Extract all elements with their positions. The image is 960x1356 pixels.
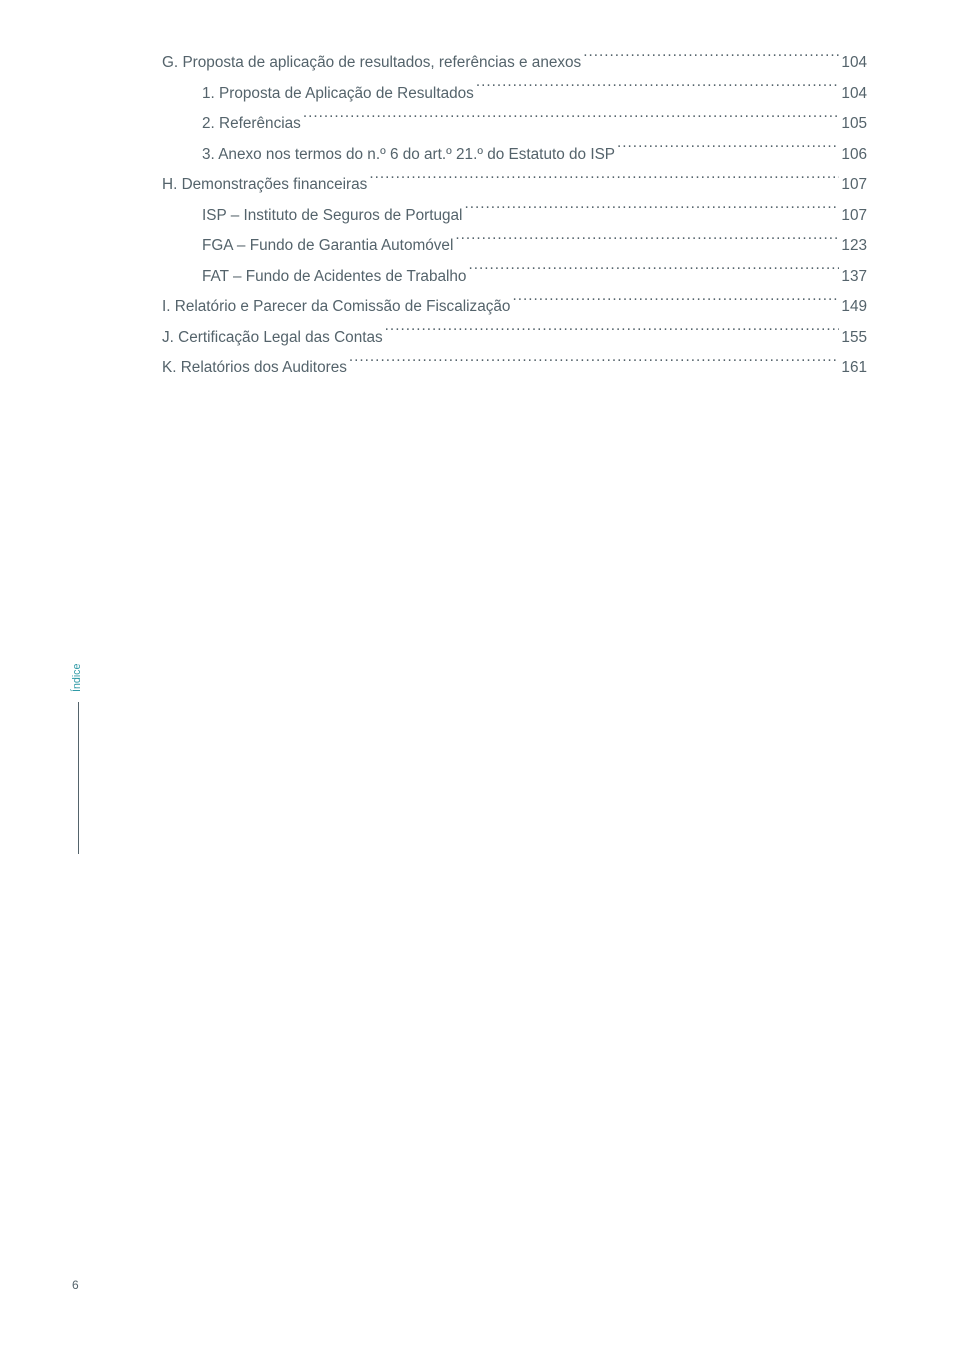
toc-leader	[476, 82, 840, 97]
toc-leader	[385, 326, 840, 341]
table-of-contents: G. Proposta de aplicação de resultados, …	[162, 48, 867, 384]
toc-entry-label: 2. Referências	[202, 109, 301, 140]
toc-entry-label: 3. Anexo nos termos do n.º 6 do art.º 21…	[202, 140, 615, 171]
toc-entry-page: 105	[841, 109, 867, 140]
toc-entry: K. Relatórios dos Auditores 161	[162, 353, 867, 384]
toc-leader	[617, 143, 839, 158]
toc-leader	[349, 357, 840, 372]
toc-entry-page: 107	[841, 201, 867, 232]
toc-leader	[464, 204, 839, 219]
toc-entry: I. Relatório e Parecer da Comissão de Fi…	[162, 292, 867, 323]
toc-entry-page: 107	[841, 170, 867, 201]
toc-entry-label: 1. Proposta de Aplicação de Resultados	[202, 79, 474, 110]
page-number-text: 6	[72, 1278, 79, 1292]
toc-entry-label: FGA – Fundo de Garantia Automóvel	[202, 231, 453, 262]
toc-entry: H. Demonstrações financeiras 107	[162, 170, 867, 201]
toc-entry-page: 137	[841, 262, 867, 293]
sidebar-section-label-text: Índice	[71, 664, 83, 692]
toc-entry: 1. Proposta de Aplicação de Resultados 10…	[162, 79, 867, 110]
toc-entry-label: ISP – Instituto de Seguros de Portugal	[202, 201, 462, 232]
toc-entry-label: H. Demonstrações financeiras	[162, 170, 367, 201]
toc-entry-label: K. Relatórios dos Auditores	[162, 353, 347, 384]
toc-entry-page: 106	[841, 140, 867, 171]
toc-leader	[512, 296, 839, 311]
toc-entry-page: 161	[841, 353, 867, 384]
toc-entry-page: 104	[841, 79, 867, 110]
toc-leader	[583, 52, 839, 67]
page-number: 6	[72, 1278, 79, 1292]
toc-entry: 2. Referências 105	[162, 109, 867, 140]
toc-entry-page: 155	[841, 323, 867, 354]
toc-entry: FAT – Fundo de Acidentes de Trabalho 137	[162, 262, 867, 293]
toc-entry-label: I. Relatório e Parecer da Comissão de Fi…	[162, 292, 510, 323]
toc-entry: G. Proposta de aplicação de resultados, …	[162, 48, 867, 79]
toc-entry-page: 104	[841, 48, 867, 79]
toc-entry: ISP – Instituto de Seguros de Portugal 10…	[162, 201, 867, 232]
toc-entry: FGA – Fundo de Garantia Automóvel 123	[162, 231, 867, 262]
toc-entry-label: G. Proposta de aplicação de resultados, …	[162, 48, 581, 79]
toc-entry: J. Certificação Legal das Contas 155	[162, 323, 867, 354]
page: G. Proposta de aplicação de resultados, …	[0, 0, 960, 1356]
toc-leader	[468, 265, 839, 280]
toc-entry-page: 149	[841, 292, 867, 323]
toc-entry: 3. Anexo nos termos do n.º 6 do art.º 21…	[162, 140, 867, 171]
toc-entry-page: 123	[841, 231, 867, 262]
toc-leader	[303, 113, 840, 128]
sidebar-rule	[78, 702, 79, 854]
toc-entry-label: FAT – Fundo de Acidentes de Trabalho	[202, 262, 466, 293]
toc-entry-label: J. Certificação Legal das Contas	[162, 323, 383, 354]
toc-leader	[369, 174, 839, 189]
toc-leader	[455, 235, 839, 250]
sidebar-section-label: Índice	[71, 664, 83, 692]
